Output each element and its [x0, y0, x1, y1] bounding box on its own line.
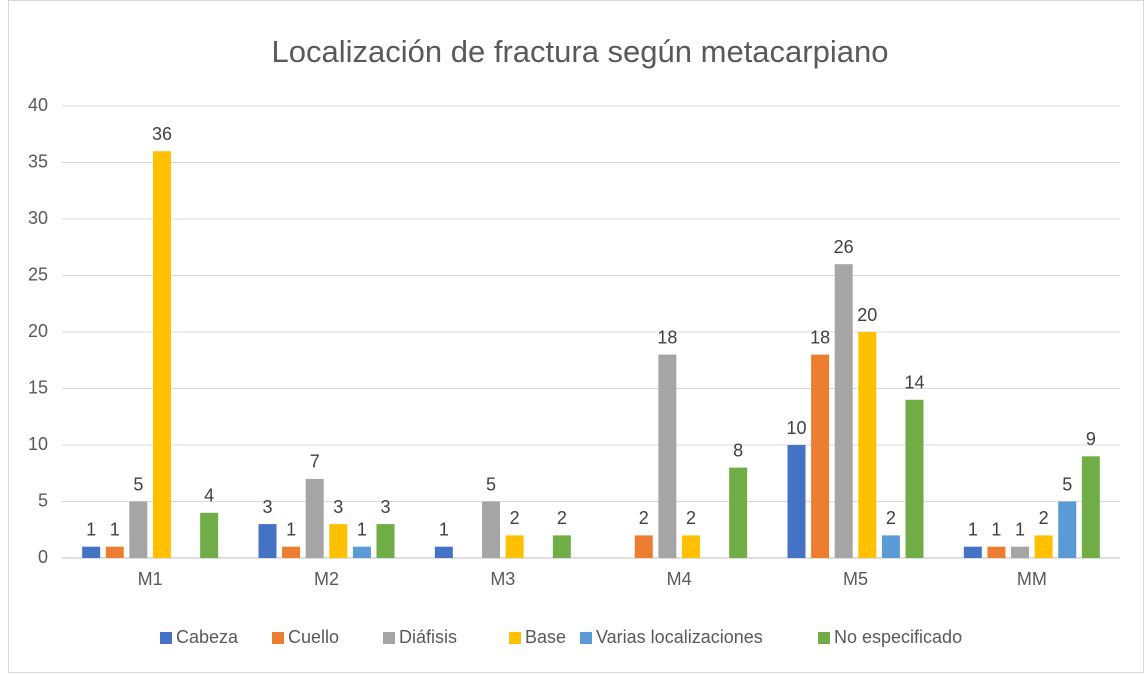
- data-label: 18: [657, 327, 677, 347]
- y-tick-label: 25: [28, 264, 48, 284]
- y-tick-label: 30: [28, 208, 48, 228]
- y-tick-label: 15: [28, 377, 48, 397]
- bar: [905, 399, 924, 558]
- data-label: 1: [357, 519, 367, 539]
- bar: [658, 354, 677, 558]
- data-label: 5: [1062, 474, 1072, 494]
- chart-frame: [8, 0, 1144, 673]
- legend-swatch: [509, 632, 521, 644]
- bar: [105, 546, 124, 558]
- bar: [1011, 546, 1030, 558]
- legend-label: Diáfisis: [399, 627, 457, 647]
- data-label: 1: [991, 519, 1001, 539]
- data-label: 1: [110, 519, 120, 539]
- data-label: 3: [380, 497, 390, 517]
- bar: [1058, 501, 1077, 558]
- data-label: 4: [204, 486, 214, 506]
- bar: [329, 524, 348, 558]
- x-tick-label: M5: [843, 569, 868, 589]
- legend-swatch: [383, 632, 395, 644]
- bar: [352, 546, 371, 558]
- bar: [858, 332, 877, 558]
- bar: [552, 535, 571, 558]
- y-tick-label: 0: [38, 547, 48, 567]
- bar: [82, 546, 101, 558]
- bar: [258, 524, 277, 558]
- y-tick-label: 10: [28, 434, 48, 454]
- legend-swatch: [160, 632, 172, 644]
- data-label: 2: [639, 508, 649, 528]
- bar: [1081, 456, 1100, 558]
- legend-swatch: [272, 632, 284, 644]
- chart-title: Localización de fractura según metacarpi…: [272, 34, 889, 69]
- data-label: 14: [904, 373, 924, 393]
- y-tick-label: 5: [38, 490, 48, 510]
- legend-label: No especificado: [834, 627, 962, 647]
- data-label: 2: [1039, 508, 1049, 528]
- data-label: 20: [857, 305, 877, 325]
- data-label: 9: [1086, 429, 1096, 449]
- data-label: 2: [886, 508, 896, 528]
- x-tick-label: M3: [490, 569, 515, 589]
- bar: [811, 354, 830, 558]
- data-label: 18: [810, 327, 830, 347]
- bar: [787, 445, 806, 558]
- data-label: 1: [1015, 519, 1025, 539]
- legend-swatch: [818, 632, 830, 644]
- data-label: 3: [262, 497, 272, 517]
- bar: [634, 535, 653, 558]
- x-tick-label: M1: [138, 569, 163, 589]
- data-label: 5: [133, 474, 143, 494]
- bar: [834, 264, 853, 558]
- bar: [681, 535, 700, 558]
- data-label: 7: [310, 452, 320, 472]
- x-tick-label: MM: [1017, 569, 1047, 589]
- bar: [963, 546, 982, 558]
- data-label: 26: [834, 237, 854, 257]
- legend-label: Cabeza: [176, 627, 239, 647]
- data-label: 3: [333, 497, 343, 517]
- data-label: 1: [968, 519, 978, 539]
- y-tick-label: 20: [28, 321, 48, 341]
- bar: [482, 501, 501, 558]
- bar: [434, 546, 453, 558]
- bar: [200, 512, 219, 558]
- legend-swatch: [580, 632, 592, 644]
- data-label: 8: [733, 440, 743, 460]
- bar: [129, 501, 148, 558]
- y-tick-label: 35: [28, 151, 48, 171]
- bar: [1034, 535, 1053, 558]
- legend-label: Base: [525, 627, 566, 647]
- bar: [152, 151, 171, 558]
- data-label: 5: [486, 474, 496, 494]
- y-tick-label: 40: [28, 95, 48, 115]
- legend-label: Cuello: [288, 627, 339, 647]
- bar: [881, 535, 900, 558]
- data-label: 10: [786, 418, 806, 438]
- legend-label: Varias localizaciones: [596, 627, 763, 647]
- data-label: 36: [152, 124, 172, 144]
- bar: [987, 546, 1006, 558]
- x-tick-label: M2: [314, 569, 339, 589]
- bar: [505, 535, 524, 558]
- data-label: 2: [686, 508, 696, 528]
- bar: [305, 478, 324, 558]
- data-label: 1: [286, 519, 296, 539]
- bar: [282, 546, 301, 558]
- data-label: 1: [439, 519, 449, 539]
- data-label: 2: [557, 508, 567, 528]
- data-label: 1: [86, 519, 96, 539]
- data-label: 2: [510, 508, 520, 528]
- bar: [376, 524, 395, 558]
- x-tick-label: M4: [667, 569, 692, 589]
- bar: [729, 467, 748, 558]
